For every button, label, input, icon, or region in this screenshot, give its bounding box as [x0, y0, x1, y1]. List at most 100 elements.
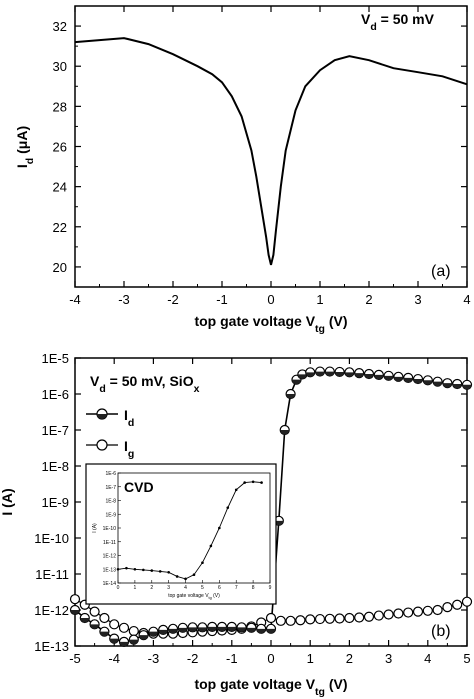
inset-series-line — [117, 481, 262, 580]
id-point-fill — [280, 430, 290, 435]
id-point-fill — [433, 381, 443, 387]
ig-point — [344, 612, 355, 624]
ig-point — [285, 615, 296, 626]
inset-y-axis-label: I (A) — [92, 523, 98, 533]
y-tick-label-b: 1E-7 — [42, 423, 69, 438]
id-point-fill — [462, 384, 472, 390]
inset-y-tick-label: 1E-14 — [103, 581, 117, 587]
x-tick-label-a: 3 — [414, 292, 421, 307]
y-tick-label-a: 28 — [53, 99, 67, 114]
inset-label: CVD — [124, 479, 154, 495]
inset-y-tick-label: 1E-8 — [105, 499, 116, 505]
y-tick-label-b: 1E-13 — [34, 639, 69, 654]
id-point-fill — [178, 627, 188, 633]
inset-point — [243, 481, 246, 484]
id-point-fill — [129, 639, 139, 645]
x-tick-label-b: -2 — [187, 651, 199, 666]
inset-x-tick-label: 3 — [167, 585, 170, 591]
id-point-fill — [423, 380, 433, 385]
id-point-fill — [393, 376, 403, 382]
inset-y-tick-label: 1E-6 — [105, 471, 116, 477]
id-point-fill — [403, 377, 413, 383]
id-point-fill — [442, 383, 452, 388]
x-tick-label-a: 1 — [316, 292, 323, 307]
x-tick-label-b: 4 — [424, 651, 431, 666]
id-point-fill — [227, 626, 237, 632]
id-point-fill — [168, 628, 178, 634]
inset-x-tick-label: 9 — [269, 585, 272, 591]
ig-point — [275, 615, 286, 626]
ig-point — [403, 607, 414, 618]
inset: 0 1 2 3 4 5 6 7 8 9 1E-14 1E-13 1E-12 1E-11 1E-10 1E-9 1… — [85, 463, 277, 605]
ig-point — [295, 615, 306, 626]
y-tick-label-b: 1E-6 — [42, 387, 69, 402]
inset-x-tick-label: 6 — [218, 585, 221, 591]
id-point-fill — [452, 383, 462, 389]
x-tick-label-a: -1 — [216, 292, 228, 307]
ig-point — [118, 622, 130, 633]
id-point-fill — [119, 641, 129, 647]
x-tick-label-b: -5 — [69, 651, 81, 666]
y-tick-label-a: 30 — [53, 59, 67, 74]
ig-point — [373, 610, 384, 621]
legend-marker-ig — [96, 439, 108, 451]
inset-point — [209, 544, 213, 548]
id-point-fill — [291, 379, 301, 385]
x-tick-label-b: 0 — [267, 651, 274, 666]
id-point-fill — [297, 374, 307, 379]
inset-x-tick-label: 8 — [252, 585, 255, 591]
id-point-fill — [246, 627, 256, 633]
x-tick-label-a: -4 — [69, 292, 81, 307]
y-tick-label-b: 1E-11 — [35, 567, 69, 582]
y-tick-label-b: 1E-8 — [42, 459, 69, 474]
x-tick-label-a: 4 — [463, 292, 470, 307]
inset-point — [116, 567, 120, 571]
y-tick-label-a: 26 — [53, 140, 67, 155]
inset-x-tick-label: 2 — [150, 585, 153, 591]
y-tick-label-a: 32 — [53, 19, 67, 34]
id-point-fill — [286, 394, 296, 399]
id-point-fill — [80, 617, 90, 623]
ig-point — [422, 605, 433, 616]
inset-x-tick-label: 5 — [201, 585, 204, 591]
y-tick-label-a: 22 — [53, 220, 67, 235]
id-point-fill — [374, 374, 384, 380]
y-axis-label-b: I (A) — [0, 488, 15, 515]
inset-y-tick-label: 1E-11 — [103, 540, 116, 546]
inset-point — [184, 577, 187, 581]
ig-point — [461, 596, 473, 607]
id-point-fill — [413, 379, 423, 384]
legend-label-ig: Ig — [124, 438, 134, 460]
inset-y-tick-label: 1E-13 — [103, 567, 117, 573]
id-point-fill — [158, 629, 168, 635]
ig-point — [383, 609, 394, 620]
inset-point — [192, 573, 196, 577]
ig-point — [99, 612, 110, 624]
panel-a: -4 -3 -2 -1 0 1 2 3 4 20 22 24 26 28 30 32 Vd = 50 mV (a)… — [14, 5, 471, 335]
x-tick-label-a: -3 — [118, 292, 130, 307]
ig-point — [442, 602, 453, 613]
id-point-fill — [148, 631, 158, 637]
id-point-fill — [266, 628, 276, 634]
y-axis-label-a: Id (μA) — [14, 126, 36, 168]
inset-point — [226, 506, 230, 509]
inset-y-tick-label: 1E-12 — [103, 554, 117, 560]
id-point-fill — [90, 624, 100, 629]
id-point-fill — [315, 371, 325, 377]
ig-point — [354, 612, 365, 623]
ig-point — [393, 608, 404, 619]
id-point-fill — [139, 635, 149, 640]
id-point-fill — [305, 372, 315, 377]
inset-point — [133, 567, 137, 571]
id-point-fill — [384, 375, 394, 381]
ig-point — [314, 613, 326, 625]
inset-x-tick-label: 7 — [235, 585, 238, 591]
ig-point — [305, 614, 316, 625]
y-tick-label-b: 1E-12 — [34, 603, 69, 618]
x-tick-label-b: -4 — [108, 651, 120, 666]
legend-marker-id-fill — [97, 414, 107, 419]
plot-frame-a — [74, 5, 468, 288]
id-point-fill — [344, 372, 354, 377]
inset-point — [251, 480, 255, 484]
